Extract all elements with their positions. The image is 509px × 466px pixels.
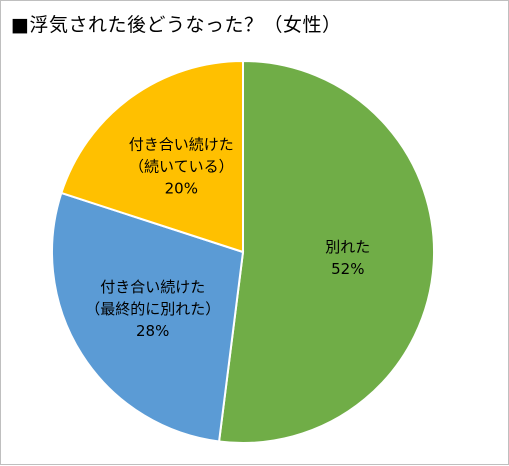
chart-title: ■浮気された後どうなった？（女性）: [11, 14, 342, 36]
slice-value-label-2: 20%: [165, 180, 198, 198]
slice-label-2-line-1: （続いている）: [129, 158, 234, 176]
pie-slice-2: [60, 59, 244, 254]
pie-slice-1: [51, 191, 245, 443]
slice-value-label-0: 52%: [331, 260, 364, 278]
slice-value-label-1: 28%: [136, 322, 169, 340]
slice-label-1-line-1: （最終的に別れた）: [85, 300, 220, 318]
pie-slice-0: [217, 59, 435, 444]
slice-label-1-line-0: 付き合い続けた: [100, 278, 205, 296]
slice-label-2-line-0: 付き合い続けた: [129, 136, 234, 154]
slice-label-0-line-0: 別れた: [325, 238, 370, 256]
